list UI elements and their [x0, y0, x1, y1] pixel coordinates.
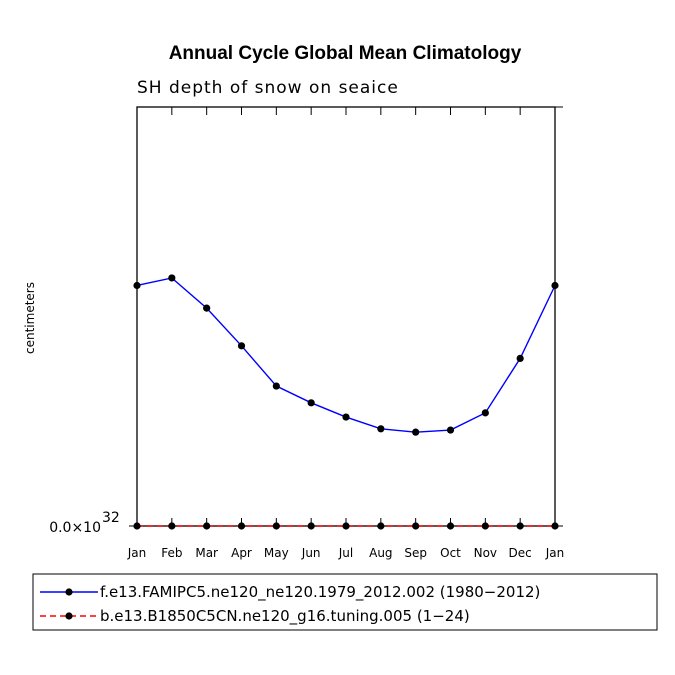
series-point	[516, 522, 524, 530]
series-point	[203, 304, 211, 312]
series-point	[446, 522, 455, 530]
x-tick-label: Sep	[404, 546, 427, 560]
legend: f.e13.FAMIPC5.ne120_ne120.1979_2012.002 …	[40, 583, 540, 626]
x-tick-label: Nov	[474, 546, 497, 560]
legend-entry-label: f.e13.FAMIPC5.ne120_ne120.1979_2012.002 …	[100, 583, 540, 602]
series-point	[481, 409, 489, 417]
series-point	[551, 281, 559, 290]
series-line	[136, 277, 556, 433]
y-tick-mantissa: 0.0×10	[49, 520, 101, 536]
series-point	[272, 382, 280, 390]
x-tick-label: Aug	[369, 546, 392, 560]
series-point	[307, 522, 315, 530]
series-point	[168, 274, 176, 282]
series-point	[412, 428, 420, 436]
legend-swatch-marker	[65, 612, 73, 620]
series-point	[237, 522, 246, 530]
chart-title: Annual Cycle Global Mean Climatology	[169, 43, 522, 64]
x-tick-label: May	[264, 546, 289, 560]
legend-entry-label: b.e13.B1850C5CN.ne120_g16.tuning.005 (1−…	[100, 607, 470, 626]
x-axis-ticks	[129, 106, 563, 527]
plot-frame	[136, 106, 556, 527]
series-point	[168, 522, 176, 530]
chart-subtitle: SH depth of snow on seaice	[137, 78, 399, 98]
x-tick-label: Jan	[127, 546, 147, 560]
y-axis-label: centimeters	[23, 282, 37, 354]
series-point	[203, 522, 211, 530]
series-point	[412, 522, 420, 530]
series-point	[377, 425, 385, 433]
x-tick-label: Apr	[231, 546, 252, 560]
x-tick-label: Jul	[338, 546, 353, 560]
series-point	[446, 426, 455, 434]
x-tick-label: Oct	[440, 546, 461, 560]
series-point	[377, 522, 385, 530]
series-point	[133, 522, 141, 530]
series-point	[307, 399, 315, 407]
y-tick-exponent: 32	[102, 510, 120, 526]
x-axis-tick-labels: Jan Feb Mar Apr May Jun Jul Aug Sep Oct Nov Dec Jan	[127, 546, 565, 560]
legend-swatch-marker	[65, 588, 73, 596]
x-tick-label: Jan	[545, 546, 565, 560]
x-tick-label: Jun	[301, 546, 321, 560]
series-point	[133, 281, 141, 290]
legend-box	[32, 573, 658, 631]
series-point	[481, 522, 489, 530]
series-point	[516, 354, 524, 362]
series-layer	[133, 274, 559, 530]
x-tick-label: Dec	[509, 546, 532, 560]
x-tick-label: Feb	[161, 546, 182, 560]
series-point	[272, 522, 280, 530]
y-tick-label-zero: 0.0×10	[49, 520, 101, 536]
series-point	[237, 342, 246, 350]
series-point	[551, 522, 559, 530]
x-tick-label: Mar	[195, 546, 218, 560]
series-point	[342, 522, 350, 530]
series-point	[342, 413, 350, 421]
